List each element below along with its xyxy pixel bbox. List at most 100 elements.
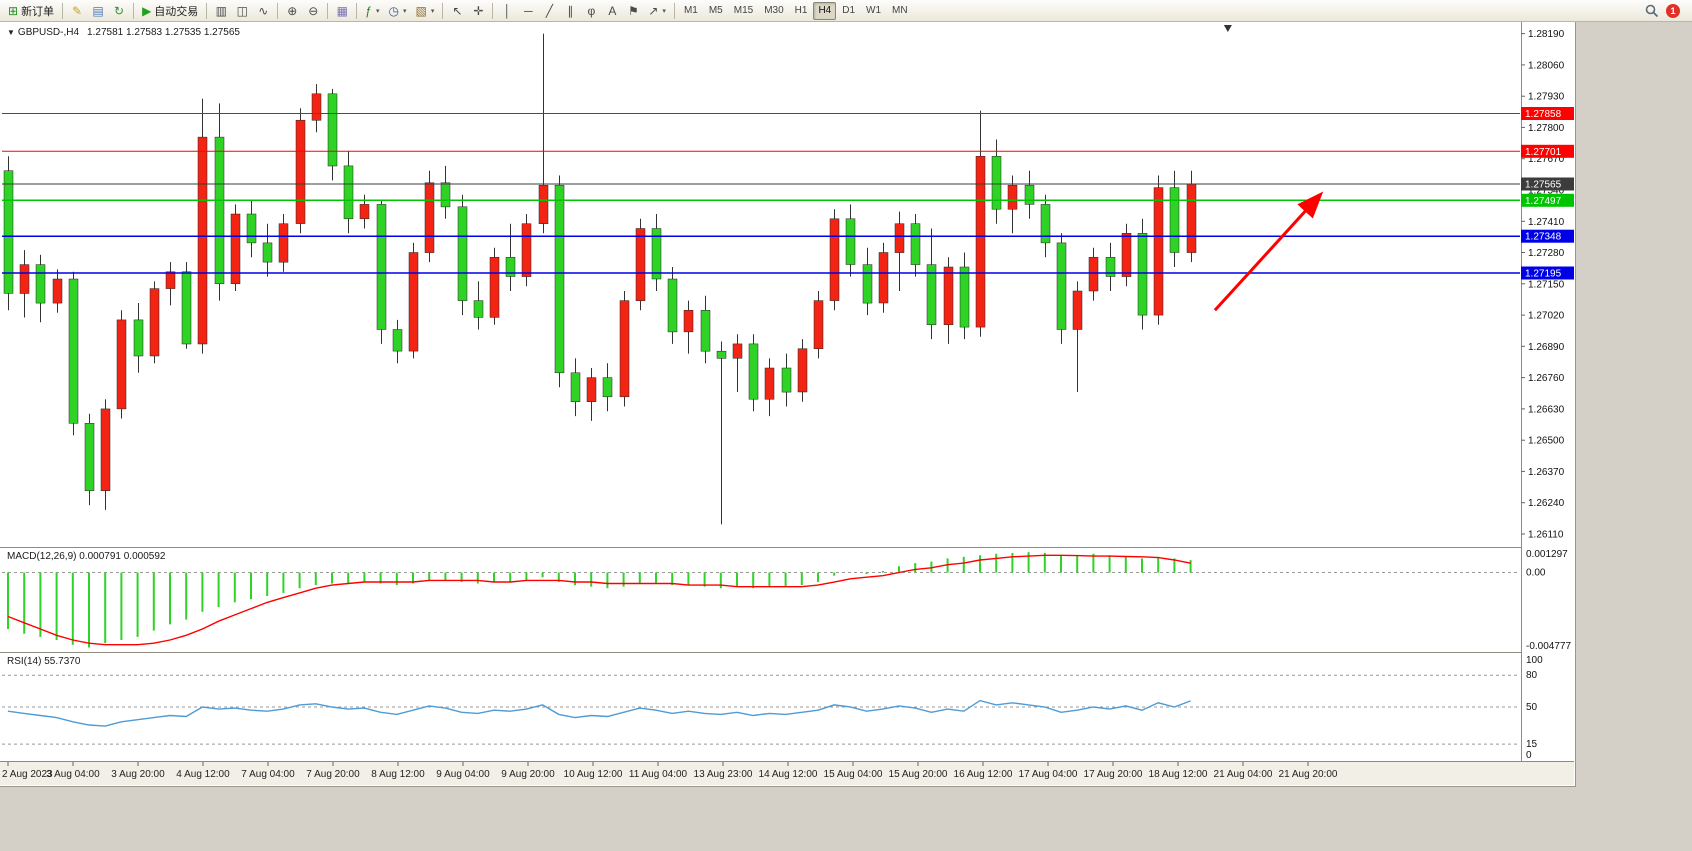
timeframe-m5-button[interactable]: M5 (708, 5, 723, 16)
candle (84, 423, 95, 491)
timeframe-m15-button[interactable]: M15 (733, 5, 754, 16)
candle (376, 204, 387, 330)
periods-icon: ◷ (388, 3, 399, 18)
candle (959, 266, 970, 328)
arrows-button[interactable]: ↗ ▾ (644, 2, 670, 20)
templates-dropdown-icon[interactable]: ▾ (430, 7, 435, 15)
trend-arrow[interactable] (1213, 191, 1324, 312)
svg-text:1.28190: 1.28190 (1528, 29, 1565, 40)
svg-text:80: 80 (1526, 670, 1538, 681)
indicators-button[interactable]: ƒ ▾ (361, 2, 383, 20)
candle (295, 119, 306, 224)
toolbar-button-groups: ⊞ 新订单 ✎ ▤ ↻ ▶ 自动交易 ▥ ◫ ∿ ⊕ ⊖ ▦ ƒ ▾ ◷ ▾ ▧ ▾ ↖ ✛ │ ─ ╱ ∥ φ A ⚑ ↗ ▾ M1 M5 M… (4, 1, 913, 20)
candle (764, 367, 775, 400)
macd-signal-line (7, 554, 1191, 646)
svg-text:2 Aug 2023: 2 Aug 2023 (2, 769, 53, 780)
timeframe-h4-button[interactable]: H4 (813, 1, 837, 20)
svg-text:1.26630: 1.26630 (1528, 404, 1565, 415)
arrows-dropdown-icon[interactable]: ▾ (662, 7, 666, 15)
candle (327, 93, 338, 167)
market-watch-button[interactable]: ▤ (88, 2, 108, 20)
timeframe-mn-button[interactable]: MN (892, 5, 908, 16)
vertical-line-button[interactable]: │ (497, 2, 517, 20)
text-label-icon: ⚑ (627, 3, 639, 18)
svg-text:3 Aug 20:00: 3 Aug 20:00 (111, 769, 165, 780)
candle (424, 182, 435, 253)
svg-text:14 Aug 12:00: 14 Aug 12:00 (759, 769, 818, 780)
candle (683, 310, 694, 333)
timeframe-w1-button[interactable]: W1 (866, 5, 882, 16)
periods-dropdown-icon[interactable]: ▾ (402, 7, 407, 15)
indicators-dropdown-icon[interactable]: ▾ (375, 7, 380, 15)
svg-text:16 Aug 12:00: 16 Aug 12:00 (954, 769, 1013, 780)
svg-text:1.27280: 1.27280 (1528, 248, 1565, 259)
templates-button[interactable]: ▧ ▾ (412, 2, 439, 20)
candle (197, 136, 208, 345)
zoom-out-icon: ⊖ (308, 3, 319, 18)
crosshair-button[interactable]: ✛ (468, 2, 488, 20)
arrows-icon: ↗ (648, 3, 659, 18)
equidistant-channel-button[interactable]: ∥ (560, 2, 580, 20)
toolbar-separator (277, 2, 279, 19)
svg-text:3 Aug 04:00: 3 Aug 04:00 (46, 769, 100, 780)
timeframe-m1-button[interactable]: M1 (683, 5, 698, 16)
candle (1024, 184, 1035, 205)
text-icon: A (608, 3, 617, 18)
candle (214, 136, 225, 285)
periods-button[interactable]: ◷ ▾ (385, 2, 411, 20)
line-chart-button[interactable]: ∿ (253, 2, 273, 20)
candle (116, 319, 127, 410)
svg-text:-0.004777: -0.004777 (1526, 641, 1571, 652)
candlestick-chart-button[interactable]: ◫ (232, 2, 252, 20)
auto-trading-label: 自动交易 (154, 5, 199, 18)
candle (1056, 242, 1067, 330)
svg-text:15 Aug 20:00: 15 Aug 20:00 (889, 769, 948, 780)
candle (52, 278, 63, 304)
candle (651, 228, 662, 280)
workspace-background (1577, 22, 1692, 851)
line-chart-icon: ∿ (258, 3, 269, 18)
text-label-button[interactable]: ⚑ (623, 2, 643, 20)
toolbar-group-windows: ▦ (332, 2, 352, 20)
text-button[interactable]: A (602, 2, 622, 20)
trendline-button[interactable]: ╱ (539, 2, 559, 20)
candle (878, 252, 889, 304)
search-icon[interactable] (1645, 4, 1659, 18)
candlestick-chart-icon: ◫ (236, 3, 248, 18)
new-order-button[interactable]: ⊞ 新订单 (4, 2, 58, 20)
symbol-dropdown-icon[interactable]: ▼ (7, 28, 15, 37)
svg-text:15: 15 (1526, 739, 1538, 750)
timeframe-h1-button[interactable]: H1 (794, 5, 808, 16)
time-axis-strip[interactable] (0, 762, 1574, 785)
refresh-button[interactable]: ↻ (109, 2, 129, 20)
zoom-out-button[interactable]: ⊖ (303, 2, 323, 20)
tile-windows-button[interactable]: ▦ (332, 2, 352, 20)
candle (943, 266, 954, 325)
toolbar-separator (356, 2, 358, 19)
candle (149, 288, 160, 357)
fibonacci-button[interactable]: φ (581, 2, 601, 20)
timeframe-m30-button[interactable]: M30 (764, 5, 784, 16)
bar-chart-button[interactable]: ▥ (211, 2, 231, 20)
vertical-line-icon: │ (503, 3, 512, 18)
svg-text:15 Aug 04:00: 15 Aug 04:00 (824, 769, 883, 780)
timeframe-d1-button[interactable]: D1 (842, 5, 856, 16)
auto-trading-button[interactable]: ▶ 自动交易 (138, 2, 202, 20)
candle (635, 228, 646, 301)
notifications-badge[interactable]: 1 (1666, 3, 1680, 18)
candle (1072, 290, 1083, 330)
chart-shift-marker[interactable] (1223, 25, 1232, 32)
cursor-button[interactable]: ↖ (447, 2, 467, 20)
candle (1186, 183, 1197, 253)
candle (829, 218, 840, 301)
svg-text:4 Aug 12:00: 4 Aug 12:00 (176, 769, 230, 780)
horizontal-line-button[interactable]: ─ (518, 2, 538, 20)
chart-canvas[interactable]: 1.28190 1.28060 1.27930 1.27800 1.27670 1.275… (0, 22, 1574, 785)
svg-text:7 Aug 04:00: 7 Aug 04:00 (241, 769, 295, 780)
metaeditor-button[interactable]: ✎ (67, 2, 87, 20)
templates-icon: ▧ (415, 3, 427, 18)
trendline-icon: ╱ (545, 3, 553, 18)
zoom-in-button[interactable]: ⊕ (282, 2, 302, 20)
candle (975, 156, 986, 328)
